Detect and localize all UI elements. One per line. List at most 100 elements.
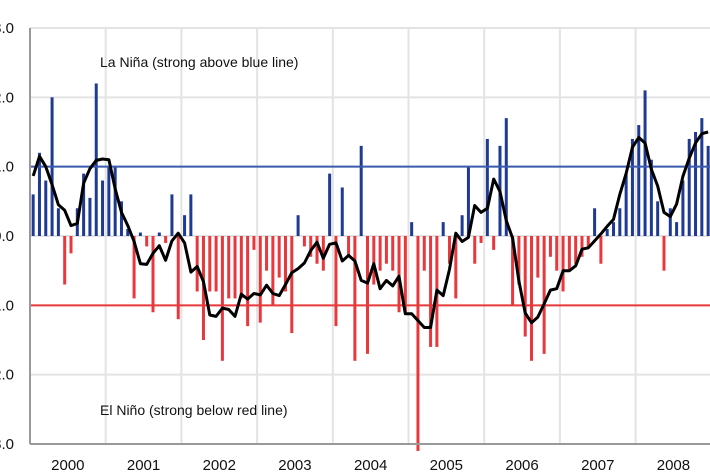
bar-92 (612, 222, 616, 236)
bar-96 (637, 125, 641, 236)
bar-29 (214, 236, 218, 292)
bar-70 (473, 236, 477, 264)
y-tick-label: -3.0 (0, 436, 14, 453)
bar-26 (195, 236, 199, 292)
bar-71 (479, 236, 483, 243)
bar-11 (101, 180, 105, 236)
bar-0 (31, 194, 35, 236)
bar-65 (441, 222, 445, 236)
bar-1 (37, 152, 41, 236)
bar-5 (63, 236, 67, 285)
bar-15 (126, 229, 130, 236)
la-nina-annotation: La Niña (strong above blue line) (100, 54, 298, 70)
bar-79 (530, 236, 534, 361)
bar-48 (334, 236, 338, 327)
bar-54 (372, 236, 376, 285)
bar-72 (485, 138, 489, 236)
y-tick-label: -1.0 (0, 297, 14, 314)
bar-51 (353, 236, 357, 361)
bar-75 (504, 118, 508, 236)
bar-39 (277, 236, 281, 278)
bar-44 (309, 236, 313, 257)
bar-85 (567, 236, 571, 271)
bars (31, 83, 710, 451)
x-tick-label: 2007 (581, 457, 614, 473)
x-tick-label: 2003 (278, 457, 311, 473)
bar-55 (378, 236, 382, 271)
bar-63 (429, 236, 433, 347)
bar-80 (536, 236, 540, 278)
bar-57 (391, 236, 395, 271)
bar-107 (706, 145, 710, 236)
bar-16 (132, 236, 136, 299)
bar-34 (246, 236, 250, 327)
bar-106 (700, 118, 704, 236)
y-tick-label: 0.0 (0, 228, 14, 245)
bar-62 (422, 236, 426, 271)
bar-103 (681, 180, 685, 236)
bar-14 (119, 201, 123, 236)
bar-86 (574, 236, 578, 264)
bar-33 (239, 236, 243, 299)
bar-41 (290, 236, 294, 334)
bar-100 (662, 236, 666, 271)
bar-13 (113, 166, 117, 236)
bar-60 (410, 222, 414, 236)
bar-6 (69, 236, 73, 254)
bar-42 (296, 215, 300, 236)
bar-17 (138, 232, 142, 236)
bar-97 (643, 90, 647, 237)
bar-18 (145, 236, 149, 247)
bar-4 (56, 208, 60, 236)
bar-36 (258, 236, 262, 323)
bar-46 (321, 236, 325, 271)
bar-102 (675, 222, 679, 236)
bar-68 (460, 215, 464, 236)
bar-59 (403, 236, 407, 313)
bar-8 (82, 173, 86, 236)
bar-81 (542, 236, 546, 354)
bar-82 (548, 236, 552, 257)
bar-21 (164, 236, 168, 243)
bar-91 (605, 229, 609, 236)
bar-30 (220, 236, 224, 361)
bar-38 (271, 236, 275, 306)
y-tick-label: 2.0 (0, 89, 14, 106)
bar-83 (555, 236, 559, 271)
y-tick-label: -2.0 (0, 367, 14, 384)
bar-52 (359, 145, 363, 236)
bar-88 (586, 236, 590, 247)
x-tick-label: 2002 (203, 457, 236, 473)
x-tick-label: 2006 (505, 457, 538, 473)
bar-20 (157, 232, 161, 236)
bar-31 (227, 236, 231, 299)
bar-49 (340, 187, 344, 236)
bar-73 (492, 236, 496, 250)
bar-104 (687, 138, 691, 236)
bar-22 (170, 194, 174, 236)
bar-84 (561, 236, 565, 292)
bar-25 (189, 194, 193, 236)
bar-69 (466, 166, 470, 236)
bar-37 (265, 236, 269, 271)
bar-95 (630, 138, 634, 236)
y-tick-label: 1.0 (0, 159, 14, 176)
bar-78 (523, 236, 527, 337)
bar-90 (599, 236, 603, 264)
x-tick-label: 2004 (354, 457, 387, 473)
bar-12 (107, 166, 111, 236)
bar-93 (618, 208, 622, 236)
smoothed-line (31, 130, 709, 329)
bar-101 (668, 208, 672, 236)
x-tick-label: 2005 (430, 457, 463, 473)
bar-23 (176, 236, 180, 320)
bar-77 (517, 236, 521, 285)
bar-99 (656, 201, 660, 236)
bar-76 (511, 236, 515, 306)
bar-66 (448, 236, 452, 264)
bar-87 (580, 236, 584, 257)
bar-28 (208, 236, 212, 292)
bar-50 (347, 236, 351, 257)
x-tick-label: 2000 (51, 457, 84, 473)
